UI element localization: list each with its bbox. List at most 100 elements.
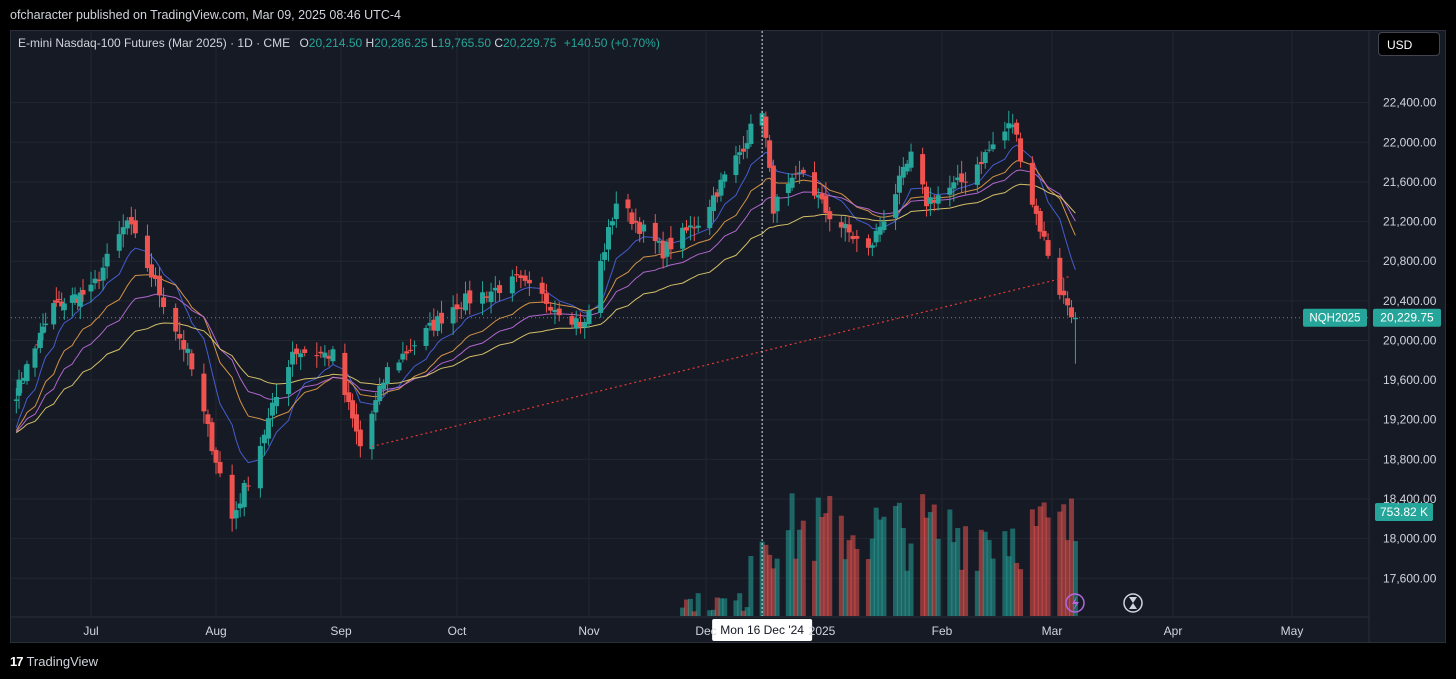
- volume-bar: [1002, 531, 1008, 616]
- candle-up: [104, 253, 110, 267]
- candle-up: [298, 353, 304, 358]
- volume-bar: [812, 560, 818, 616]
- volume-bar: [893, 505, 899, 616]
- candle-up: [815, 195, 821, 198]
- candle-up: [233, 510, 239, 519]
- volume-bar: [774, 558, 780, 616]
- candle-down: [652, 222, 658, 242]
- symbol-tag: [1303, 308, 1367, 327]
- candle-down: [408, 349, 414, 351]
- price-tag: [1373, 308, 1441, 327]
- candle-up: [904, 163, 910, 172]
- currency-button[interactable]: USD: [1378, 32, 1440, 56]
- candle-up: [13, 399, 19, 401]
- candle-down: [404, 351, 410, 354]
- candle-up: [16, 379, 22, 396]
- published-text: ofcharacter published on TradingView.com…: [10, 8, 401, 22]
- candle-up: [427, 322, 433, 326]
- candle-down: [569, 316, 575, 325]
- candle-down: [793, 173, 799, 175]
- candle-down: [1061, 290, 1067, 296]
- candle-up: [877, 226, 883, 235]
- candle-up: [935, 195, 941, 204]
- candle-up: [492, 287, 498, 291]
- candle-up: [695, 225, 701, 228]
- volume-bar: [935, 538, 941, 616]
- candle-up: [396, 362, 402, 371]
- x-tick-label: May: [1281, 624, 1304, 638]
- candle-up: [947, 187, 953, 195]
- candle-down: [346, 392, 352, 403]
- candle-up: [1010, 124, 1016, 128]
- candle-up: [955, 177, 961, 181]
- volume-bar: [838, 515, 844, 616]
- candle-up: [881, 221, 887, 231]
- candle-down: [326, 355, 332, 359]
- symbol-name: E-mini Nasdaq-100 Futures (Mar 2025) · 1…: [18, 36, 291, 50]
- candle-up: [1072, 317, 1078, 320]
- candle-down: [357, 429, 363, 447]
- chart-frame[interactable]: NQH2025 20,229.75 753.82 K Mon 16 Dec '24 1…: [10, 30, 1446, 643]
- volume-bar: [823, 513, 829, 616]
- candle-down: [181, 340, 187, 350]
- ema-line: [15, 144, 1076, 464]
- tradingview-logo[interactable]: 17 TradingView: [10, 654, 98, 669]
- candle-up: [37, 332, 43, 348]
- volume-bar: [854, 548, 860, 616]
- candle-down: [684, 227, 689, 231]
- candle-down: [53, 300, 59, 303]
- candle-down: [800, 169, 806, 174]
- candle-up: [463, 293, 469, 311]
- candle-up: [586, 310, 592, 325]
- volume-bar: [896, 502, 902, 616]
- x-tick-label: Aug: [205, 624, 226, 638]
- candle-down: [294, 348, 300, 355]
- candle-up: [43, 323, 49, 326]
- candle-down: [1057, 257, 1063, 295]
- volume-bar: [718, 598, 724, 616]
- candlestick-chart[interactable]: NQH2025 20,229.75 753.82 K Mon 16 Dec '24 1…: [11, 31, 1445, 642]
- candle-up: [908, 151, 914, 168]
- candle-up: [785, 184, 791, 194]
- candle-down: [439, 312, 445, 324]
- volume-bar: [819, 517, 825, 616]
- volume-tag-text: 753.82 K: [1380, 505, 1428, 519]
- candle-down: [189, 353, 195, 370]
- candle-up: [774, 196, 780, 212]
- candle-up: [77, 292, 83, 307]
- volume-bar: [1014, 562, 1020, 616]
- candle-down: [484, 296, 490, 298]
- candle-up: [92, 278, 98, 284]
- candle-up: [842, 223, 848, 229]
- candle-up: [377, 385, 383, 402]
- candle-down: [854, 236, 860, 239]
- candle-down: [1029, 162, 1035, 205]
- volume-bar: [733, 600, 739, 616]
- candle-up: [641, 224, 647, 232]
- volume-bar: [1072, 541, 1078, 616]
- volume-bar: [759, 541, 765, 616]
- candle-down: [458, 307, 464, 309]
- candle-up: [116, 234, 122, 251]
- candle-up: [61, 303, 67, 311]
- candle-up: [450, 307, 456, 324]
- candle-up: [873, 230, 879, 243]
- hourglass-icon-glyph: [1129, 597, 1137, 609]
- price-tag-text: 20,229.75: [1380, 311, 1434, 325]
- candle-up: [710, 195, 716, 212]
- candle-down: [633, 220, 639, 223]
- candle-up: [722, 174, 728, 182]
- volume-bar: [904, 570, 910, 616]
- volume-bar: [873, 507, 879, 616]
- crosshair-date-tag: [712, 619, 813, 641]
- volume-bar: [947, 509, 953, 616]
- low-value: 19,765.50: [437, 36, 491, 50]
- high-label: H: [365, 36, 375, 50]
- candle-up: [986, 149, 992, 151]
- candle-down: [497, 285, 503, 294]
- volume-bar: [865, 559, 871, 616]
- candle-up: [88, 284, 94, 292]
- candle-down: [217, 461, 223, 474]
- candle-down: [740, 148, 746, 152]
- candle-up: [656, 240, 662, 243]
